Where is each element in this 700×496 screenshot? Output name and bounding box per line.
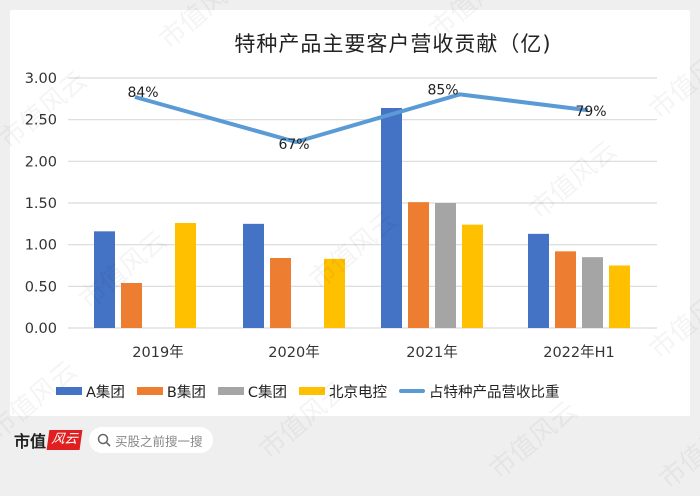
bar <box>555 251 576 328</box>
bar <box>324 258 345 328</box>
bar <box>528 233 549 328</box>
legend-bar-swatch <box>56 387 82 395</box>
y-tick-label: 3.00 <box>25 71 57 87</box>
bar <box>582 257 603 328</box>
search-icon <box>97 433 111 447</box>
bar <box>609 265 630 328</box>
y-axis-ticks: 0.00 0.50 1.00 1.50 2.00 2.50 3.00 <box>25 71 57 337</box>
line-series: 84% 67% 85% 79% <box>127 82 606 153</box>
line-data-label: 84% <box>127 85 158 101</box>
y-tick-label: 1.00 <box>25 238 57 254</box>
legend-label: 占特种产品营收比重 <box>429 384 560 401</box>
x-tick-label: 2020年 <box>268 344 319 361</box>
y-tick-label: 1.50 <box>25 196 57 212</box>
legend-item: B集团 <box>136 381 206 402</box>
y-tick-label: 2.00 <box>25 154 57 170</box>
bar <box>121 283 142 328</box>
line-data-label: 85% <box>427 82 458 98</box>
search-box[interactable]: 买股之前搜一搜 <box>89 427 213 453</box>
brand-logo: 风云 <box>46 430 83 450</box>
legend-item: 北京电控 <box>299 381 387 402</box>
legend-item: 占特种产品营收比重 <box>399 381 560 402</box>
legend: A集团 B集团 C集团 北京电控 占特种产品营收比重 <box>56 380 572 402</box>
x-tick-label: 2022年H1 <box>543 344 615 361</box>
legend-line-swatch <box>399 389 425 393</box>
bar <box>462 224 483 328</box>
legend-label: A集团 <box>86 384 125 401</box>
y-tick-label: 2.50 <box>25 113 57 129</box>
legend-bar-swatch <box>299 387 325 395</box>
x-tick-label: 2019年 <box>132 344 183 361</box>
bar-series <box>94 108 630 328</box>
chart-title: 特种产品主要客户营收贡献（亿) <box>234 32 552 56</box>
y-tick-label: 0.50 <box>25 279 57 295</box>
ratio-line <box>134 92 589 144</box>
bar <box>381 108 402 328</box>
legend-bar-swatch <box>217 387 244 395</box>
legend-label: 北京电控 <box>329 384 387 401</box>
line-data-label: 67% <box>278 137 309 153</box>
legend-item: A集团 <box>56 381 125 402</box>
bar <box>435 203 456 328</box>
brand-text: 市值 <box>14 432 47 451</box>
bar <box>94 231 115 328</box>
bar <box>408 202 429 328</box>
legend-label: C集团 <box>247 384 287 401</box>
bar <box>175 223 196 328</box>
search-placeholder: 买股之前搜一搜 <box>115 433 203 449</box>
footer-bar: 市值 风云 买股之前搜一搜 <box>14 426 213 454</box>
y-tick-label: 0.00 <box>25 321 57 337</box>
legend-label: B集团 <box>166 384 206 401</box>
chart-plot: 0.00 0.50 1.00 1.50 2.00 2.50 3.00 84% 67% 85% 79… <box>25 71 657 361</box>
legend-item: C集团 <box>217 381 287 402</box>
bar <box>270 258 291 328</box>
x-tick-label: 2021年 <box>406 344 457 361</box>
line-data-label: 79% <box>575 104 606 120</box>
legend-bar-swatch <box>136 387 163 395</box>
gridlines <box>68 77 657 329</box>
x-axis-ticks: 2019年 2020年 2021年 2022年H1 <box>132 344 614 361</box>
bar <box>243 223 264 328</box>
